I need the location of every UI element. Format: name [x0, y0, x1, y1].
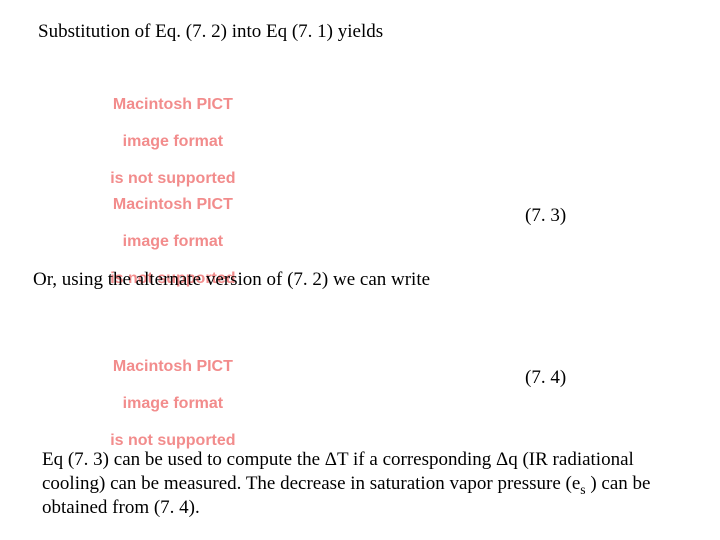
intro-line-2: Or, using the alternate version of (7. 2…: [33, 268, 430, 292]
pict-line: Macintosh PICT: [113, 96, 233, 113]
pict-line: Macintosh PICT: [113, 358, 233, 375]
pict-line: image format: [123, 395, 223, 412]
intro-line-1: Substitution of Eq. (7. 2) into Eq (7. 1…: [38, 20, 383, 44]
equation-number-7-4: (7. 4): [525, 367, 566, 389]
pict-line: image format: [123, 133, 223, 150]
conclusion-paragraph: Eq (7. 3) can be used to compute the ΔT …: [42, 448, 662, 519]
pict-line: Macintosh PICT: [113, 196, 233, 213]
pict-line: is not supported: [110, 432, 235, 449]
paragraph-part-1: Eq (7. 3) can be used to compute the ΔT …: [42, 449, 634, 494]
equation-number-7-3: (7. 3): [525, 205, 566, 227]
pict-line: image format: [123, 233, 223, 250]
slide: Substitution of Eq. (7. 2) into Eq (7. 1…: [0, 0, 720, 540]
